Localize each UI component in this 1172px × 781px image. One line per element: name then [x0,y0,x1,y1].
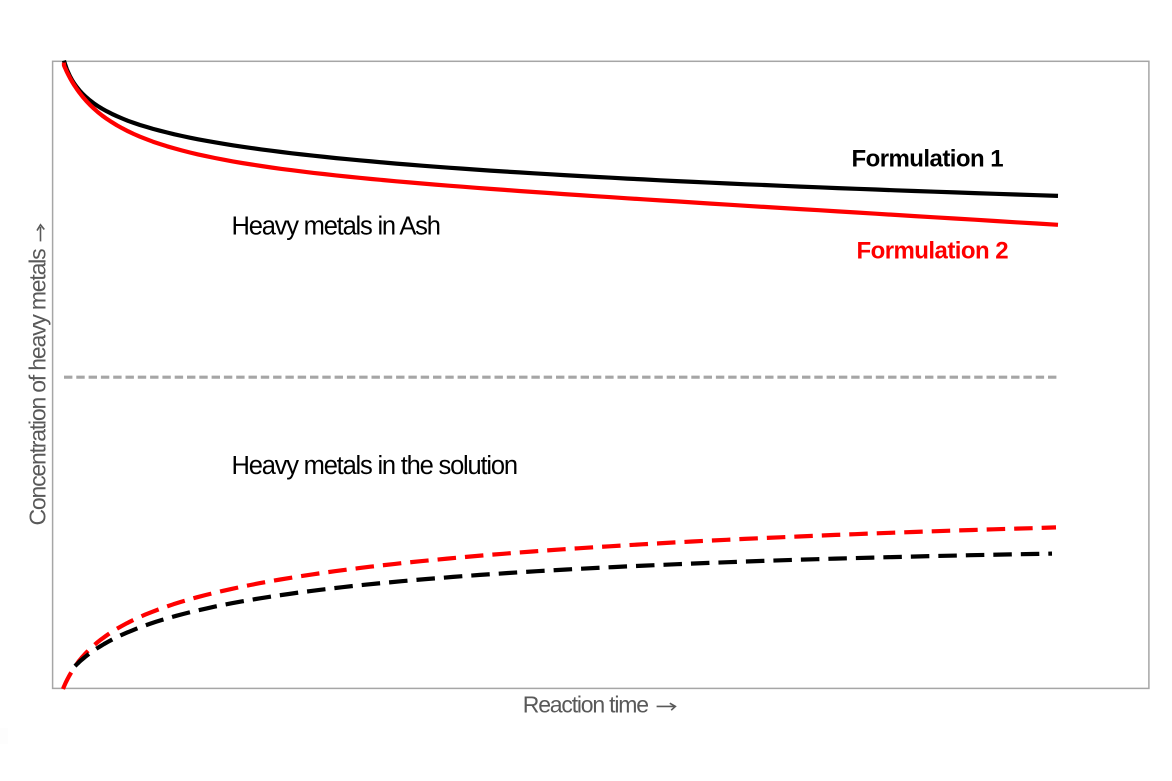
svg-text:Concentration of heavy metals: Concentration of heavy metals [25,249,51,526]
svg-text:Heavy metals in Ash: Heavy metals in Ash [232,213,440,241]
svg-text:Heavy metals in the solution: Heavy metals in the solution [232,452,517,480]
svg-text:Formulation 2: Formulation 2 [857,238,1009,265]
svg-text:Reaction time: Reaction time [523,692,648,718]
svg-text:Formulation 1: Formulation 1 [852,145,1004,172]
